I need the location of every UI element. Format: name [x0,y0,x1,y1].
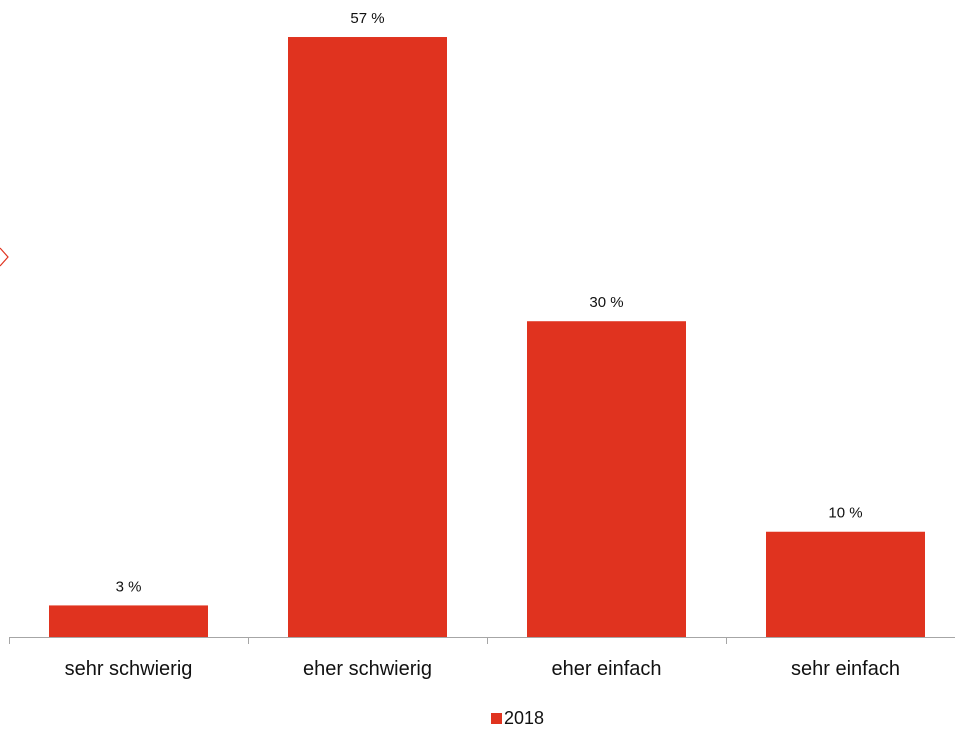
x-tick-label: eher schwierig [303,658,432,680]
x-tick-label: sehr schwierig [65,658,193,680]
x-tick-label: sehr einfach [791,658,900,680]
chevron-right-icon [0,247,9,267]
data-label: 30 % [589,294,623,311]
data-label: 10 % [828,505,862,522]
x-axis [9,637,955,644]
bars-layer [49,37,925,637]
legend-label: 2018 [504,708,544,728]
legend: 2018 [491,708,544,728]
bar-eher-einfach [527,321,686,637]
data-label: 3 % [116,578,142,595]
bar-sehr-einfach [766,531,925,637]
bar-sehr-schwierig [49,605,208,637]
legend-swatch [491,713,502,724]
data-label: 57 % [350,10,384,27]
x-tick-label: eher einfach [551,658,661,680]
bar-eher-schwierig [288,37,447,637]
labels-layer: 3 % sehr schwierig 57 % eher schwierig 30 % e… [65,10,900,680]
